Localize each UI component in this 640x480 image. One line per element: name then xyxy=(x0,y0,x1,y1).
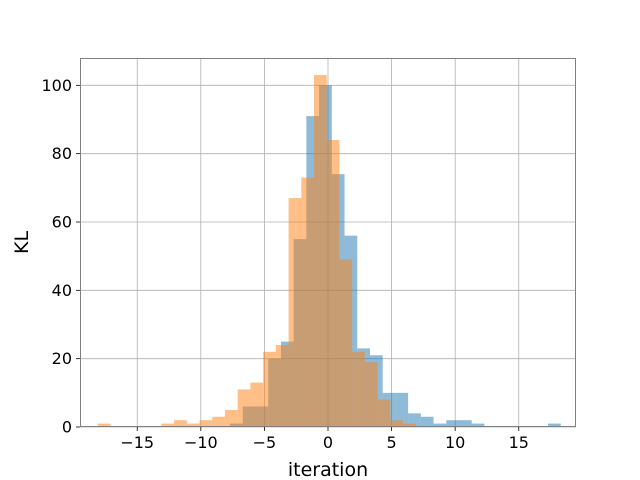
histogram-bar xyxy=(199,420,213,427)
series-2 xyxy=(97,75,416,427)
histogram-bar xyxy=(186,423,200,427)
histogram-bar xyxy=(97,423,111,427)
y-axis-label: KL xyxy=(11,231,33,254)
histogram-bar xyxy=(275,345,289,427)
histogram-bar xyxy=(377,399,391,427)
histogram-bar xyxy=(420,416,434,427)
histogram-bar xyxy=(390,420,404,427)
histogram-bar xyxy=(471,423,485,427)
histogram-bar xyxy=(212,416,225,427)
histogram-bar xyxy=(224,409,238,427)
x-tick-label: 10 xyxy=(445,433,465,452)
histogram-bar xyxy=(458,420,472,427)
histogram-bar xyxy=(237,389,251,427)
x-tick-label: 0 xyxy=(323,433,333,452)
x-tick-label: 5 xyxy=(386,433,396,452)
histogram-bar xyxy=(403,423,416,427)
histogram-bar xyxy=(250,382,264,427)
x-tick-label: −10 xyxy=(184,433,218,452)
histogram-bar xyxy=(263,351,276,427)
histogram-bar xyxy=(339,259,353,427)
plot-frame xyxy=(80,58,576,427)
histogram-bar xyxy=(288,198,302,427)
y-tick-label: 80 xyxy=(52,144,72,163)
x-axis-label: iteration xyxy=(288,459,368,480)
x-tick-label: −5 xyxy=(253,433,277,452)
x-tick-label: −15 xyxy=(120,433,154,452)
histogram-bar xyxy=(314,75,327,427)
y-tick-label: 40 xyxy=(52,281,72,300)
axis-ticks: −15 −10 −5 0 5 10 15 0 20 40 60 80 100 xyxy=(41,76,528,452)
histogram-bar xyxy=(395,392,409,427)
histogram-bar xyxy=(174,420,187,427)
histogram-bar xyxy=(548,423,561,427)
histogram-bar xyxy=(364,362,378,427)
histogram-bar xyxy=(326,140,340,427)
histogram-bar xyxy=(161,423,175,427)
histogram-bar xyxy=(433,423,447,427)
y-tick-label: 20 xyxy=(52,349,72,368)
histogram-bar xyxy=(352,351,365,427)
x-tick-label: 15 xyxy=(509,433,529,452)
y-tick-label: 60 xyxy=(52,213,72,232)
y-tick-label: 100 xyxy=(41,76,72,95)
y-tick-label: 0 xyxy=(62,418,72,437)
histogram-bar xyxy=(301,177,315,427)
histogram-bars xyxy=(97,75,561,427)
histogram-bar xyxy=(446,420,459,427)
